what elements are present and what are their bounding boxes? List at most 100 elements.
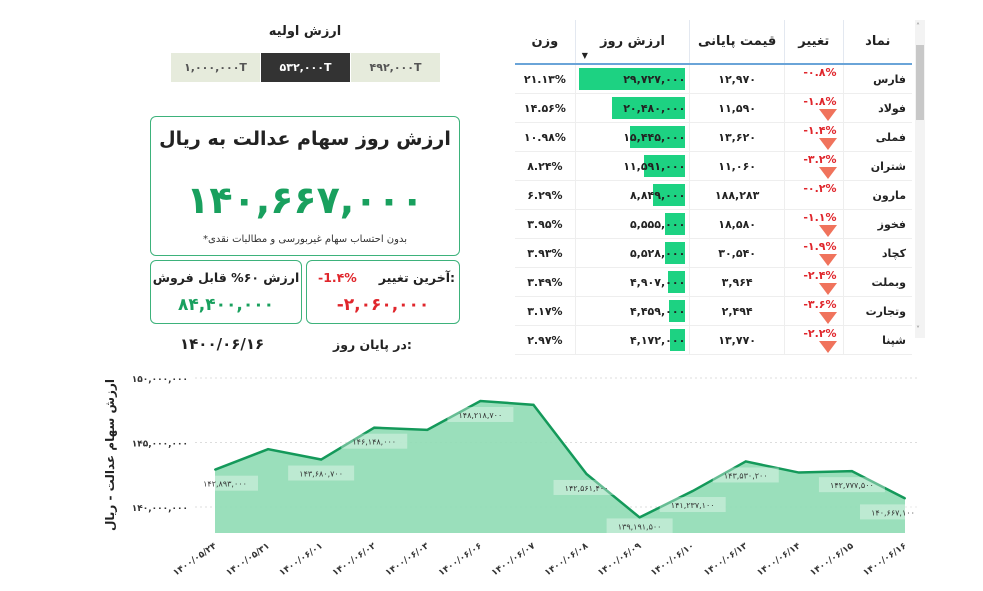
initial-value-option-1000000[interactable]: ۱,۰۰۰,۰۰۰T (171, 53, 260, 82)
down-arrow-icon (818, 167, 837, 179)
data-label: ۱۴۳,۵۳۰,۲۰۰ (724, 471, 768, 480)
scroll-up-icon[interactable]: ˄ (916, 22, 920, 31)
row-change: -۰.۸% (784, 64, 844, 94)
y-tick-label: ۱۴۵,۰۰۰,۰۰۰ (132, 440, 188, 450)
row-symbol[interactable]: کچاد (843, 238, 912, 268)
data-point (744, 460, 747, 463)
y-tick-label: ۱۴۰,۰۰۰,۰۰۰ (132, 504, 188, 514)
value-bar (665, 242, 686, 264)
value-bar (579, 68, 686, 90)
header-value[interactable]: ارزش روز ▼ (575, 20, 691, 65)
y-tick-label: ۱۵۰,۰۰۰,۰۰۰ (132, 375, 188, 385)
header-value-label: ارزش روز (600, 34, 665, 49)
value-bar (653, 184, 686, 206)
value-bar (665, 213, 686, 235)
row-change-text: -۲.۲% (803, 327, 837, 340)
row-change-text: -۲.۴% (803, 269, 837, 282)
row-change: -۱.۴% (784, 122, 844, 152)
value-bar (630, 126, 686, 148)
row-symbol[interactable]: شپنا (843, 325, 912, 355)
sellable-card (150, 260, 302, 324)
row-symbol[interactable]: فخوز (843, 209, 912, 239)
row-symbol[interactable]: مارون (843, 180, 912, 210)
row-value: ۵,۵۲۸,۰۰۰ (575, 238, 691, 268)
row-change: -۱.۱% (784, 209, 844, 239)
row-symbol[interactable]: فملی (843, 122, 912, 152)
row-weight: ۶.۲۹% (515, 180, 576, 210)
down-arrow-icon (818, 312, 837, 324)
table-row[interactable]: ۳.۱۷% ۴,۴۵۹,۰۰۰ ۲,۴۹۴ -۳.۶% وتجارت (515, 296, 912, 326)
row-weight: ۱۴.۵۶% (515, 93, 576, 123)
row-change: -۲.۴% (784, 267, 844, 297)
row-value: ۴,۱۷۲,۰۰۰ (575, 325, 691, 355)
data-label-bg (192, 475, 258, 491)
initial-value-option-532000[interactable]: ۵۳۲,۰۰۰T (261, 53, 350, 82)
header-close[interactable]: قیمت پایانی (689, 20, 785, 65)
main-card-title: ارزش روز سهام عدالت به ریال (159, 128, 451, 150)
main-card-value: ۱۴۰,۶۶۷,۰۰۰ (186, 178, 424, 222)
down-arrow-icon (818, 109, 837, 121)
data-label: ۱۳۹,۱۹۱,۵۰۰ (618, 522, 662, 531)
row-weight: ۱۰.۹۸% (515, 122, 576, 152)
end-of-day-date: ۱۴۰۰/۰۶/۱۶ (180, 335, 265, 353)
table-scrollbar[interactable] (915, 20, 925, 338)
table-row[interactable]: ۸.۲۴% ۱۱,۵۹۱,۰۰۰ ۱۱,۰۶۰ -۳.۲% شتران (515, 151, 912, 181)
row-weight: ۲۱.۱۳% (515, 64, 576, 94)
row-close: ۲,۴۹۴ (689, 296, 785, 326)
data-label-bg (860, 504, 926, 520)
table-scrollbar-thumb[interactable] (916, 45, 924, 120)
sort-desc-icon: ▼ (581, 51, 588, 60)
last-change-percent: -1.۴% (318, 270, 357, 285)
table-row[interactable]: ۲.۹۷% ۴,۱۷۲,۰۰۰ ۱۳,۷۷۰ -۲.۲% شپنا (515, 325, 912, 355)
row-value-text: ۴,۹۰۷,۰۰۰ (629, 275, 686, 289)
row-symbol[interactable]: شتران (843, 151, 912, 181)
data-label-bg (712, 467, 779, 483)
x-tick-label: ۱۴۰۰/۰۶/۰۱ (278, 541, 325, 578)
initial-value-option-492000[interactable]: ۴۹۲,۰۰۰T (351, 53, 440, 82)
x-tick-label: ۱۴۰۰/۰۶/۱۵ (809, 541, 857, 578)
value-bar (644, 155, 686, 177)
last-change-value: -۲,۰۶۰,۰۰۰ (336, 295, 430, 315)
data-label: ۱۴۳,۶۸۰,۷۰۰ (299, 470, 343, 479)
chart-ylabel: ارزش سهام عدالت - ریال (103, 379, 117, 531)
row-symbol[interactable]: فارس (843, 64, 912, 94)
header-symbol[interactable]: نماد (843, 20, 912, 65)
row-change-text: -۰.۸% (803, 66, 837, 79)
row-close: ۱۳,۶۲۰ (689, 122, 785, 152)
data-label-bg (288, 465, 355, 481)
header-change[interactable]: تغییر (784, 20, 844, 65)
row-symbol[interactable]: وبملت (843, 267, 912, 297)
row-close: ۱۱,۰۶۰ (689, 151, 785, 181)
header-weight[interactable]: وزن (515, 20, 576, 65)
row-change-text: -۰.۲% (803, 182, 837, 195)
x-tick-label: ۱۴۰۰/۰۶/۰۶ (437, 541, 484, 578)
table-row[interactable]: ۳.۹۵% ۵,۵۵۵,۰۰۰ ۱۸,۵۸۰ -۱.۱% فخوز (515, 209, 912, 239)
table-row[interactable]: ۳.۴۹% ۴,۹۰۷,۰۰۰ ۳,۹۶۴ -۲.۴% وبملت (515, 267, 912, 297)
data-point (373, 426, 376, 429)
row-close: ۳۰,۵۴۰ (689, 238, 785, 268)
row-change: -۱.۹% (784, 238, 844, 268)
data-point (320, 458, 323, 461)
row-close: ۱۱,۵۹۰ (689, 93, 785, 123)
table-row[interactable]: ۱۰.۹۸% ۱۵,۴۴۵,۰۰۰ ۱۳,۶۲۰ -۱.۴% فملی (515, 122, 912, 152)
row-value-text: ۵,۵۵۵,۰۰۰ (629, 217, 686, 231)
row-change-text: -۱.۱% (803, 211, 837, 224)
table-row[interactable]: ۶.۲۹% ۸,۸۴۹,۰۰۰ ۱۸۸,۲۸۳ -۰.۲% مارون (515, 180, 912, 210)
data-label: ۱۴۲,۵۶۱,۴۰۰ (565, 484, 609, 493)
row-change: -۳.۲% (784, 151, 844, 181)
data-label-bg (818, 477, 885, 493)
value-bar (668, 271, 686, 293)
row-symbol[interactable]: فولاد (843, 93, 912, 123)
x-tick-label: ۱۴۰۰/۰۵/۲۴ (172, 541, 220, 578)
data-label-bg (659, 497, 726, 513)
table-row[interactable]: ۱۴.۵۶% ۲۰,۴۸۰,۰۰۰ ۱۱,۵۹۰ -۱.۸% فولاد (515, 93, 912, 123)
table-row[interactable]: ۲۱.۱۳% ۲۹,۷۲۷,۰۰۰ ۱۲,۹۷۰ -۰.۸% فارس (515, 64, 912, 94)
data-label-bg (606, 518, 673, 534)
scroll-down-icon[interactable]: ˅ (916, 325, 920, 334)
table-row[interactable]: ۳.۹۳% ۵,۵۲۸,۰۰۰ ۳۰,۵۴۰ -۱.۹% کچاد (515, 238, 912, 268)
row-symbol[interactable]: وتجارت (843, 296, 912, 326)
x-tick-label: ۱۴۰۰/۰۶/۱۶ (862, 541, 909, 578)
last-change-card (306, 260, 460, 324)
row-weight: ۳.۴۹% (515, 267, 576, 297)
row-close: ۱۲,۹۷۰ (689, 64, 785, 94)
